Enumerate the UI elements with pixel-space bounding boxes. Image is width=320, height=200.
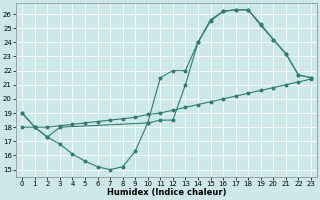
X-axis label: Humidex (Indice chaleur): Humidex (Indice chaleur) (107, 188, 226, 197)
